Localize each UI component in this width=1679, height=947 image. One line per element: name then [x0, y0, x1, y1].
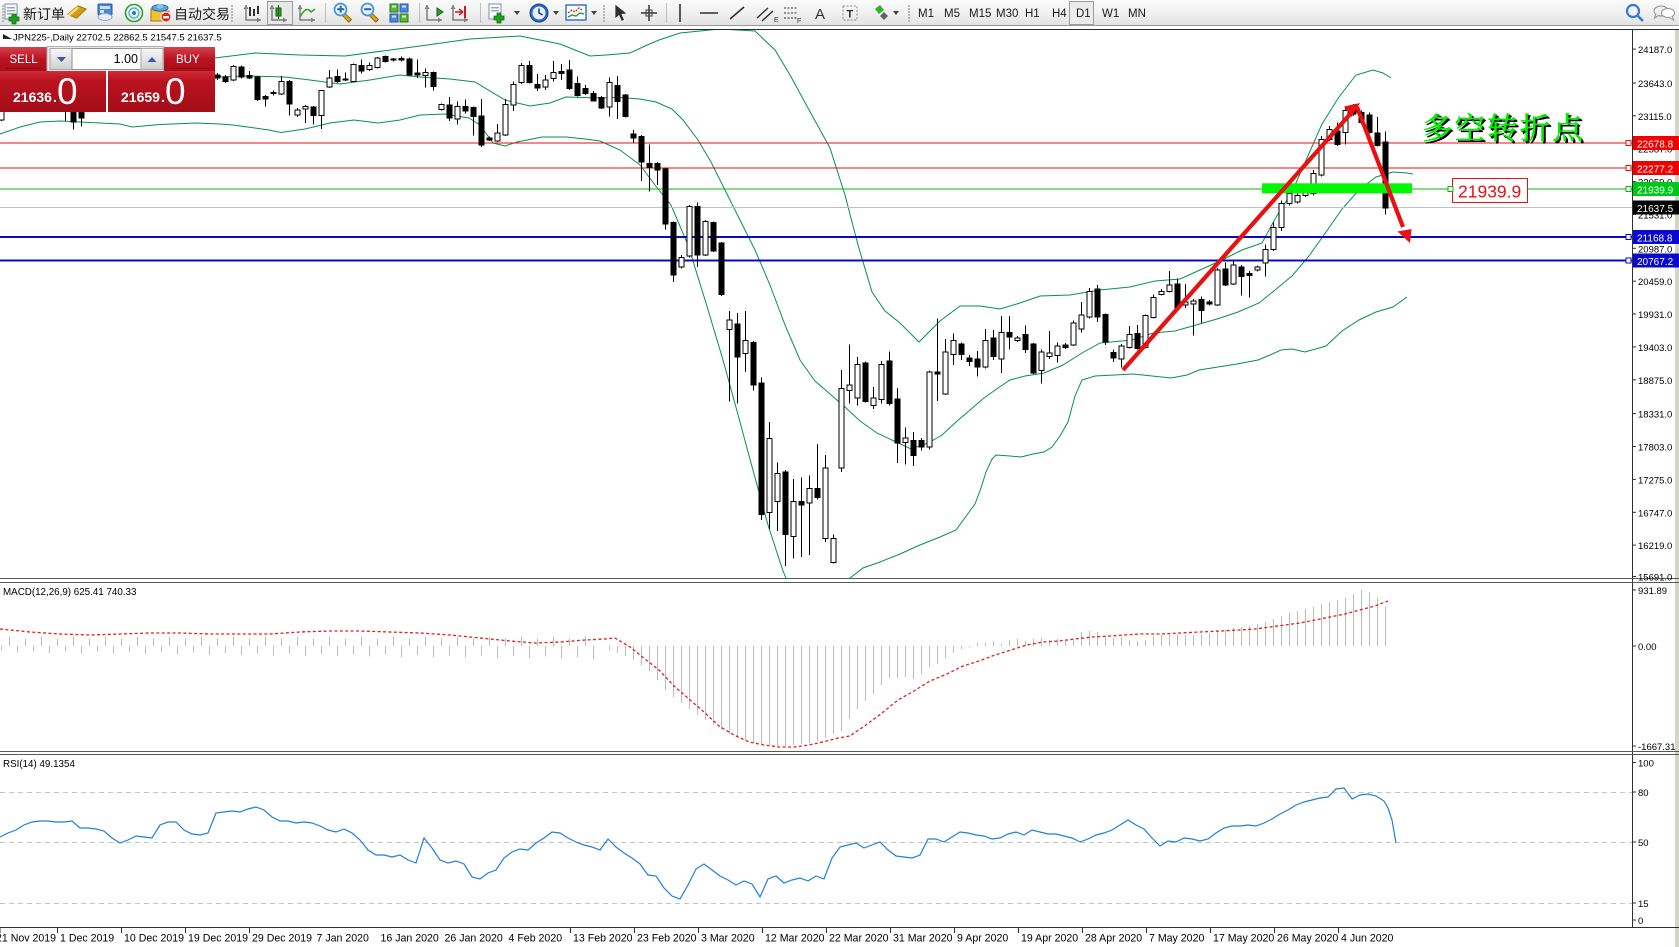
svg-text:21168.8: 21168.8: [1637, 234, 1673, 245]
svg-text:SELL: SELL: [10, 54, 39, 66]
svg-text:21939.9: 21939.9: [1458, 182, 1521, 202]
svg-text:23115.0: 23115.0: [1638, 112, 1672, 123]
svg-text:931.89: 931.89: [1638, 586, 1667, 597]
svg-text:4 Feb 2020: 4 Feb 2020: [509, 933, 563, 945]
svg-text:21636: 21636: [13, 89, 52, 105]
svg-text:26 Jan 2020: 26 Jan 2020: [445, 933, 503, 945]
svg-text:T: T: [847, 9, 854, 21]
svg-text:19 Apr 2020: 19 Apr 2020: [1021, 933, 1078, 945]
svg-text:17 May 2020: 17 May 2020: [1213, 933, 1274, 945]
svg-text:19403.0: 19403.0: [1638, 343, 1672, 354]
svg-text:18331.0: 18331.0: [1638, 410, 1672, 421]
svg-text:13 Feb 2020: 13 Feb 2020: [573, 933, 633, 945]
svg-text:4 Jun 2020: 4 Jun 2020: [1341, 933, 1394, 945]
svg-text:80: 80: [1638, 788, 1649, 799]
svg-text:M30: M30: [996, 8, 1018, 20]
svg-text:19 Dec 2019: 19 Dec 2019: [188, 933, 248, 945]
svg-text:22277.2: 22277.2: [1637, 165, 1674, 176]
svg-text:.: .: [53, 89, 57, 105]
svg-text:A: A: [815, 6, 825, 23]
svg-text:16 Jan 2020: 16 Jan 2020: [381, 933, 439, 945]
svg-text:50: 50: [1638, 838, 1649, 849]
svg-text:24187.0: 24187.0: [1638, 45, 1672, 56]
svg-text:MACD(12,26,9) 625.41 740.33: MACD(12,26,9) 625.41 740.33: [3, 587, 137, 598]
svg-text:21659: 21659: [121, 89, 160, 105]
svg-text:1 Dec 2019: 1 Dec 2019: [60, 933, 114, 945]
svg-text:E: E: [774, 17, 779, 24]
svg-text:0.00: 0.00: [1638, 642, 1657, 653]
svg-text:H4: H4: [1052, 8, 1067, 20]
svg-text:19931.0: 19931.0: [1638, 310, 1672, 321]
svg-text:M15: M15: [969, 8, 991, 20]
svg-text:.: .: [161, 89, 165, 105]
svg-text:21637.5: 21637.5: [1637, 204, 1674, 215]
svg-text:0: 0: [165, 71, 186, 112]
svg-text:23 Feb 2020: 23 Feb 2020: [637, 933, 697, 945]
svg-text:JPN225-,Daily 22702.5 22862.5: JPN225-,Daily 22702.5 22862.5 21547.5 21…: [13, 33, 222, 44]
svg-text:18875.0: 18875.0: [1638, 376, 1672, 387]
svg-text:17803.0: 17803.0: [1638, 443, 1672, 454]
svg-text:22 Mar 2020: 22 Mar 2020: [829, 933, 889, 945]
svg-text:20767.2: 20767.2: [1637, 257, 1674, 268]
svg-text:21531.0: 21531.0: [1638, 210, 1672, 221]
svg-text:28 Apr 2020: 28 Apr 2020: [1085, 933, 1142, 945]
svg-text:0: 0: [57, 71, 78, 112]
svg-text:21 Nov 2019: 21 Nov 2019: [0, 933, 56, 945]
svg-text:H1: H1: [1025, 8, 1040, 20]
svg-text:26 May 2020: 26 May 2020: [1277, 933, 1338, 945]
svg-text:23643.0: 23643.0: [1638, 79, 1672, 90]
svg-text:RSI(14) 49.1354: RSI(14) 49.1354: [3, 759, 75, 770]
svg-text:20987.0: 20987.0: [1638, 244, 1672, 255]
svg-text:7 May 2020: 7 May 2020: [1149, 933, 1204, 945]
svg-text:100: 100: [1638, 759, 1654, 770]
svg-text:MN: MN: [1128, 8, 1146, 20]
svg-text:F: F: [797, 18, 801, 25]
svg-text:22678.8: 22678.8: [1637, 140, 1674, 151]
svg-text:M1: M1: [918, 8, 934, 20]
svg-text:20459.0: 20459.0: [1638, 277, 1672, 288]
svg-text:1.00: 1.00: [114, 52, 138, 66]
svg-text:17275.0: 17275.0: [1638, 475, 1672, 486]
svg-text:9 Apr 2020: 9 Apr 2020: [957, 933, 1008, 945]
svg-text:22587.0: 22587.0: [1638, 145, 1672, 156]
svg-text:12 Mar 2020: 12 Mar 2020: [765, 933, 825, 945]
svg-text:D1: D1: [1076, 8, 1091, 20]
svg-text:16747.0: 16747.0: [1638, 508, 1672, 519]
svg-text:BUY: BUY: [176, 54, 200, 66]
svg-text:-1667.31: -1667.31: [1638, 742, 1676, 753]
svg-text:0: 0: [1638, 916, 1643, 927]
svg-text:15: 15: [1638, 899, 1649, 910]
svg-text:10 Dec 2019: 10 Dec 2019: [124, 933, 184, 945]
svg-text:M5: M5: [944, 8, 960, 20]
svg-text:31 Mar 2020: 31 Mar 2020: [893, 933, 953, 945]
svg-text:15691.0: 15691.0: [1638, 573, 1672, 584]
svg-text:16219.0: 16219.0: [1638, 541, 1672, 552]
svg-text:7 Jan 2020: 7 Jan 2020: [317, 933, 370, 945]
svg-text:W1: W1: [1102, 8, 1119, 20]
svg-text:29 Dec 2019: 29 Dec 2019: [252, 933, 312, 945]
svg-text:3 Mar 2020: 3 Mar 2020: [701, 933, 755, 945]
svg-text:21939.9: 21939.9: [1637, 186, 1674, 197]
